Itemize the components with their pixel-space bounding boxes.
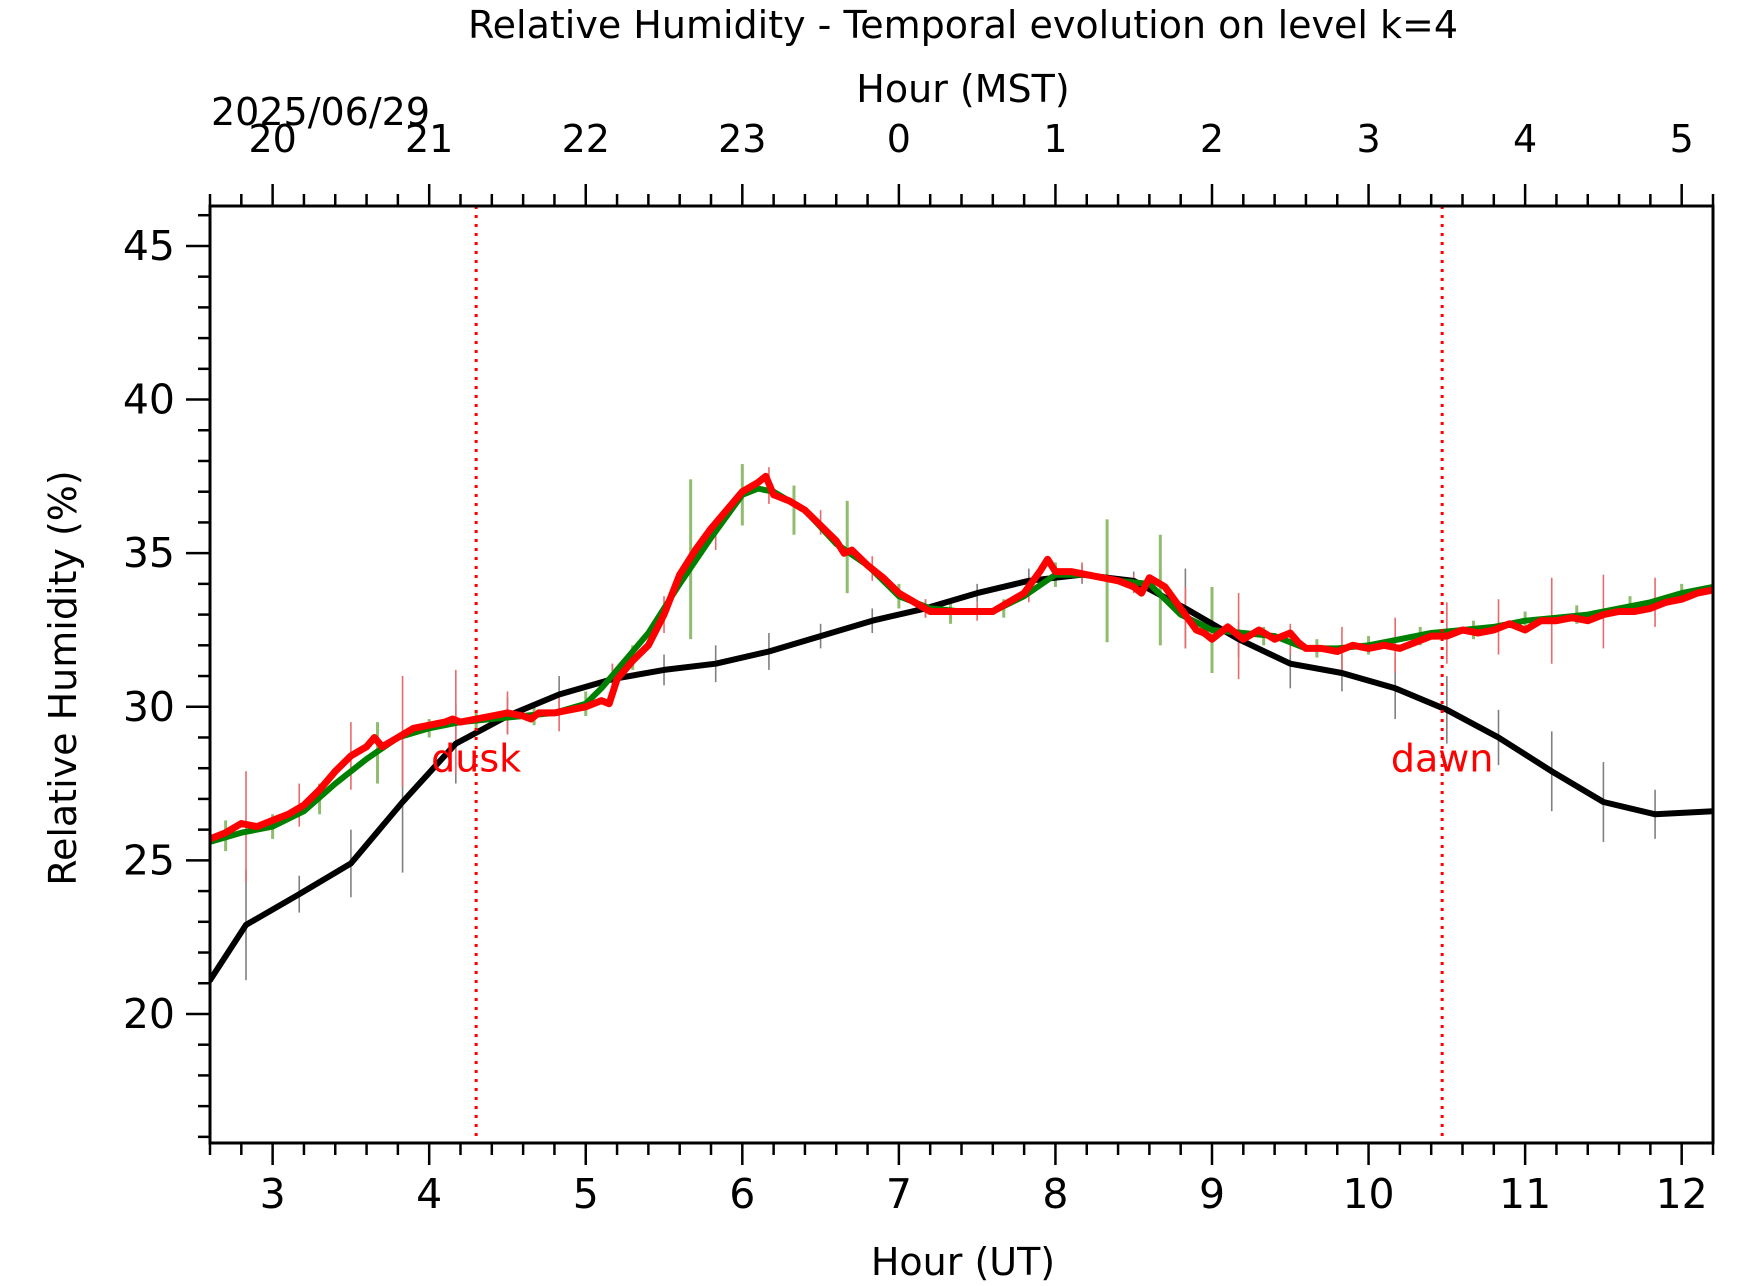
x2-tick-label: 4: [1513, 117, 1537, 161]
y-tick-label: 20: [123, 990, 175, 1038]
x-tick-label: 11: [1499, 1170, 1551, 1218]
x2-tick-label: 1: [1043, 117, 1067, 161]
y-tick-label: 30: [123, 683, 175, 731]
x2-tick-label: 3: [1356, 117, 1380, 161]
y-tick-label: 25: [123, 836, 175, 884]
x-tick-label: 8: [1042, 1170, 1068, 1218]
plot-frame: [208, 204, 1715, 1145]
date-label: 2025/06/29: [211, 90, 430, 134]
x2-tick-label: 21: [405, 117, 453, 161]
x2-tick-label: 5: [1670, 117, 1694, 161]
y-axis-label: Relative Humidity (%): [41, 470, 85, 885]
x-tick-label: 4: [416, 1170, 442, 1218]
x-tick-label: 12: [1656, 1170, 1708, 1218]
x2-tick-label: 22: [562, 117, 610, 161]
x-tick-label: 5: [573, 1170, 599, 1218]
x2-tick-label: 2: [1200, 117, 1224, 161]
y-tick-label: 45: [123, 222, 175, 270]
plot-area: dusk dawn: [210, 206, 1713, 1143]
chart-title: Relative Humidity - Temporal evolution o…: [468, 3, 1458, 47]
series-line-1: [210, 485, 1713, 845]
x2-tick-label: 23: [718, 117, 766, 161]
series-line-2: [210, 472, 1713, 843]
y-tick-label: 40: [123, 376, 175, 424]
x-axis-label: Hour (UT): [871, 1240, 1055, 1282]
x-tick-label: 7: [886, 1170, 912, 1218]
x-tick-label: 10: [1342, 1170, 1394, 1218]
x-tick-label: 3: [260, 1170, 286, 1218]
y-tick-label: 35: [123, 529, 175, 577]
x-tick-label: 6: [729, 1170, 755, 1218]
vline-label-dawn: dawn: [1391, 736, 1494, 780]
x2-tick-label: 20: [248, 117, 296, 161]
x2-tick-label: 0: [887, 117, 911, 161]
top-axis-label: Hour (MST): [856, 67, 1069, 111]
x-tick-label: 9: [1199, 1170, 1225, 1218]
series-line-0: [210, 571, 1713, 984]
vline-label-dusk: dusk: [431, 736, 521, 780]
